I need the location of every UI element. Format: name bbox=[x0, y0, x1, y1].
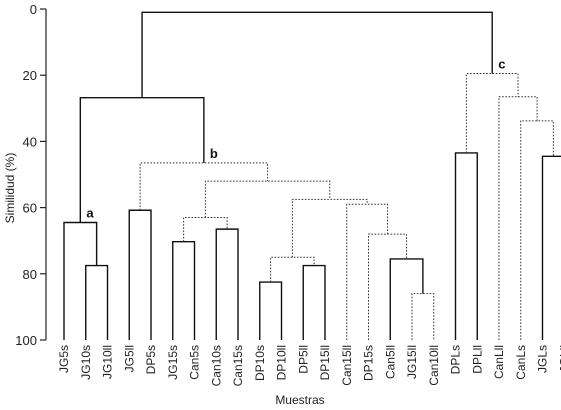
leaf-label: JG5s bbox=[57, 345, 71, 373]
dendrogram-link bbox=[346, 203, 389, 340]
leaf-label: DP5ll bbox=[296, 345, 310, 374]
y-tick-label: 100 bbox=[15, 333, 37, 348]
dendrogram-link bbox=[204, 180, 331, 218]
leaf-label: JGLll bbox=[557, 345, 561, 372]
leaf-label: DPLs bbox=[449, 345, 463, 374]
dendrogram-link bbox=[411, 293, 435, 340]
dendrogram-link bbox=[498, 96, 538, 340]
leaf-label: Can5s bbox=[188, 345, 202, 380]
x-axis-title: Muestras bbox=[275, 393, 324, 407]
leaf-label: DP10s bbox=[253, 345, 267, 381]
y-tick-label: 60 bbox=[23, 201, 37, 216]
leaf-label: Can10s bbox=[209, 345, 223, 386]
dendrogram-link bbox=[141, 11, 493, 98]
leaf-label: DP10ll bbox=[275, 345, 289, 380]
y-axis-title: Similidud (%) bbox=[3, 153, 17, 224]
leaf-label: CanLs bbox=[514, 345, 528, 380]
dendrogram-link bbox=[172, 240, 196, 340]
dendrogram-link bbox=[291, 198, 368, 258]
y-tick-label: 80 bbox=[23, 267, 37, 282]
dendrogram-link bbox=[454, 152, 478, 340]
leaf-label: Can15ll bbox=[340, 345, 354, 386]
y-axis-ticks: 0 20 40 60 80 100 bbox=[15, 2, 46, 348]
dendrogram-link bbox=[128, 209, 152, 340]
leaf-label: DPLll bbox=[470, 345, 484, 374]
dendrogram-link bbox=[302, 264, 326, 340]
leaf-label: JG5ll bbox=[122, 345, 136, 372]
dendrogram-link bbox=[465, 73, 519, 153]
leaf-label: JG10s bbox=[79, 345, 93, 380]
leaf-label: JG15s bbox=[166, 345, 180, 380]
leaf-label: DP5s bbox=[144, 345, 158, 374]
y-tick-label: 40 bbox=[23, 134, 37, 149]
leaf-label: DP15s bbox=[362, 345, 376, 381]
leaf-label: Can5ll bbox=[383, 345, 397, 379]
leaf-label: JG10ll bbox=[101, 345, 115, 379]
leaf-label: Can15s bbox=[231, 345, 245, 386]
dendrogram-link bbox=[541, 155, 561, 340]
dendrogram-link bbox=[389, 258, 424, 340]
dendrogram-link bbox=[139, 162, 269, 211]
dendrogram-links bbox=[63, 11, 561, 340]
dendrogram-link bbox=[85, 264, 109, 340]
dendrogram-link bbox=[368, 233, 408, 340]
y-tick-label: 0 bbox=[30, 2, 37, 17]
leaf-label: CanLll bbox=[492, 345, 506, 379]
leaf-label: JGLs bbox=[536, 345, 550, 373]
cluster-label: c bbox=[498, 57, 505, 72]
cluster-label: b bbox=[210, 146, 218, 161]
y-tick-label: 20 bbox=[23, 68, 37, 83]
dendrogram-link bbox=[79, 97, 205, 223]
leaf-labels: JG5s JG10s JG10ll JG5ll DP5s JG15s Can5s Can10s… bbox=[57, 345, 561, 386]
leaf-label: Can10ll bbox=[427, 345, 441, 386]
dendrogram-link bbox=[259, 281, 283, 340]
leaf-label: JG15ll bbox=[405, 345, 419, 379]
dendrogram-link bbox=[270, 256, 315, 283]
dendrogram-link bbox=[63, 221, 98, 340]
cluster-labels: a b c bbox=[86, 57, 505, 221]
dendrogram-link bbox=[520, 120, 554, 340]
leaf-label: DP15ll bbox=[318, 345, 332, 380]
dendrogram-link bbox=[215, 228, 239, 340]
cluster-label: a bbox=[86, 205, 94, 220]
